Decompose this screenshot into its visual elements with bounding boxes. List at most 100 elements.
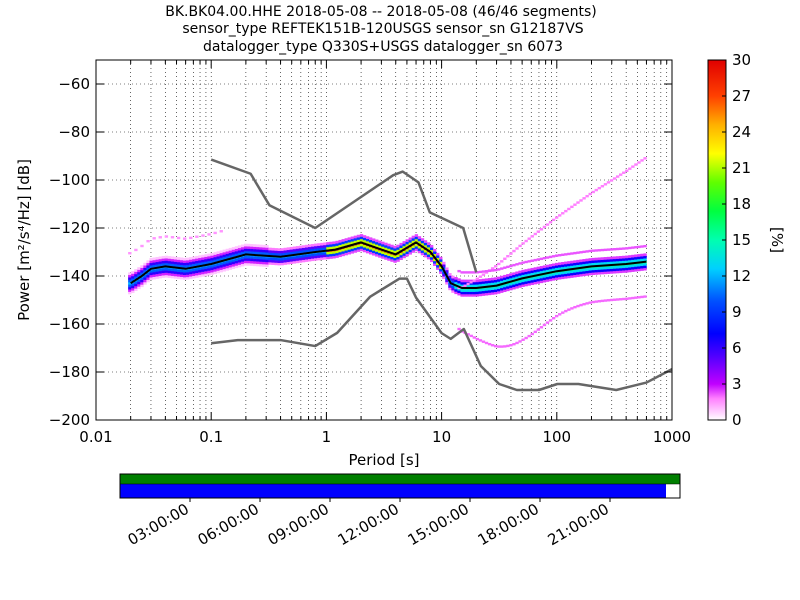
psd-bin — [429, 247, 434, 251]
psd-bin — [521, 272, 525, 275]
psd-bin — [554, 277, 559, 280]
psd-bin — [247, 258, 251, 261]
psd-bin — [585, 302, 589, 305]
psd-bin — [597, 257, 602, 261]
psd-bin — [512, 263, 516, 267]
psd-bin — [408, 251, 412, 255]
psd-bin — [545, 279, 550, 282]
axis-ticks: 0.01 0.1 1 10 100 1000 −60 −80 −100 −120 −140 −160 −… — [49, 60, 691, 446]
psd-bin — [179, 269, 184, 273]
psd-bin — [497, 268, 501, 271]
psd-bin — [472, 294, 476, 297]
psd-bin — [615, 175, 620, 178]
psd-bin — [588, 192, 592, 196]
psd-bin — [320, 254, 324, 258]
psd-bin — [210, 272, 214, 275]
psd-bin — [518, 280, 522, 283]
psd-bin — [381, 246, 385, 250]
psd-bin — [551, 263, 556, 267]
psd-bin — [289, 261, 294, 265]
psd-bin — [588, 301, 592, 304]
psd-bin — [399, 257, 403, 260]
psd-bin — [216, 265, 220, 269]
psd-bin — [219, 250, 223, 254]
psd-bin — [384, 254, 388, 258]
psd-bin — [323, 252, 327, 255]
nlnm-curve — [211, 277, 673, 392]
psd-bin — [396, 256, 400, 260]
psd-bin — [362, 235, 367, 238]
psd-bin — [298, 245, 303, 249]
psd-bin — [210, 257, 214, 261]
psd-bin — [542, 277, 547, 281]
psd-bin — [298, 248, 303, 251]
psd-bin — [323, 244, 327, 248]
psd-bin — [158, 268, 162, 272]
psd-bin — [128, 274, 132, 278]
psd-bin — [622, 297, 626, 301]
psd-bin — [493, 282, 498, 285]
psd-bin — [622, 247, 626, 250]
psd-bin — [265, 247, 269, 251]
psd-bin — [344, 250, 348, 253]
psd-bin — [365, 236, 370, 239]
psd-bin — [469, 279, 473, 283]
psd-bin — [304, 247, 309, 250]
psd-bin — [137, 267, 141, 270]
psd-bin — [204, 266, 208, 269]
psd-bin — [131, 290, 135, 294]
psd-bin — [460, 289, 464, 292]
psd-bin — [472, 336, 476, 339]
chart-title-line-1: BK.BK04.00.HHE 2018-05-08 -- 2018-05-08 … — [165, 4, 597, 20]
psd-bin — [341, 241, 345, 245]
psd-bin — [631, 246, 635, 249]
psd-bin — [628, 297, 632, 300]
colorbar-tick-label: 21 — [732, 159, 751, 177]
psd-bin — [460, 294, 464, 297]
psd-bin — [295, 255, 300, 259]
psd-bin — [503, 277, 507, 281]
psd-bin — [308, 253, 312, 257]
psd-bin — [295, 258, 300, 261]
psd-bin — [128, 272, 132, 276]
psd-bin — [588, 262, 592, 266]
psd-bin — [283, 250, 287, 253]
psd-bin — [631, 257, 635, 260]
psd-bin — [509, 275, 513, 279]
psd-bin — [622, 260, 626, 264]
psd-bin — [362, 237, 367, 241]
psd-bin — [481, 340, 486, 343]
psd-bin — [609, 271, 614, 274]
psd-bin — [417, 248, 422, 251]
psd-bin — [381, 241, 385, 245]
psd-bin — [609, 179, 614, 182]
psd-bin — [204, 259, 208, 262]
psd-bin — [128, 286, 132, 290]
psd-bin — [271, 252, 275, 256]
psd-bin — [179, 262, 184, 266]
psd-bin — [539, 266, 544, 269]
psd-bin — [164, 255, 169, 259]
psd-bin — [231, 266, 236, 269]
psd-bin — [237, 252, 242, 256]
psd-bin — [158, 261, 162, 264]
psd-bin — [594, 300, 598, 303]
psd-bin — [442, 271, 446, 275]
psd-bin — [640, 245, 644, 248]
psd-bin — [417, 236, 422, 239]
psd-bin — [311, 258, 315, 262]
psd-bin — [250, 260, 254, 264]
psd-heatmap — [128, 157, 647, 348]
psd-bin — [539, 257, 544, 261]
psd-bin — [554, 272, 559, 276]
psd-bin — [356, 244, 361, 248]
psd-bin — [573, 260, 577, 264]
psd-bin — [524, 273, 528, 277]
psd-bin — [201, 271, 205, 275]
psd-bin — [189, 273, 193, 277]
psd-bin — [631, 269, 635, 272]
psd-bin — [500, 287, 504, 291]
psd-bin — [164, 272, 169, 276]
psd-bin — [304, 256, 309, 260]
psd-bin — [332, 243, 336, 247]
